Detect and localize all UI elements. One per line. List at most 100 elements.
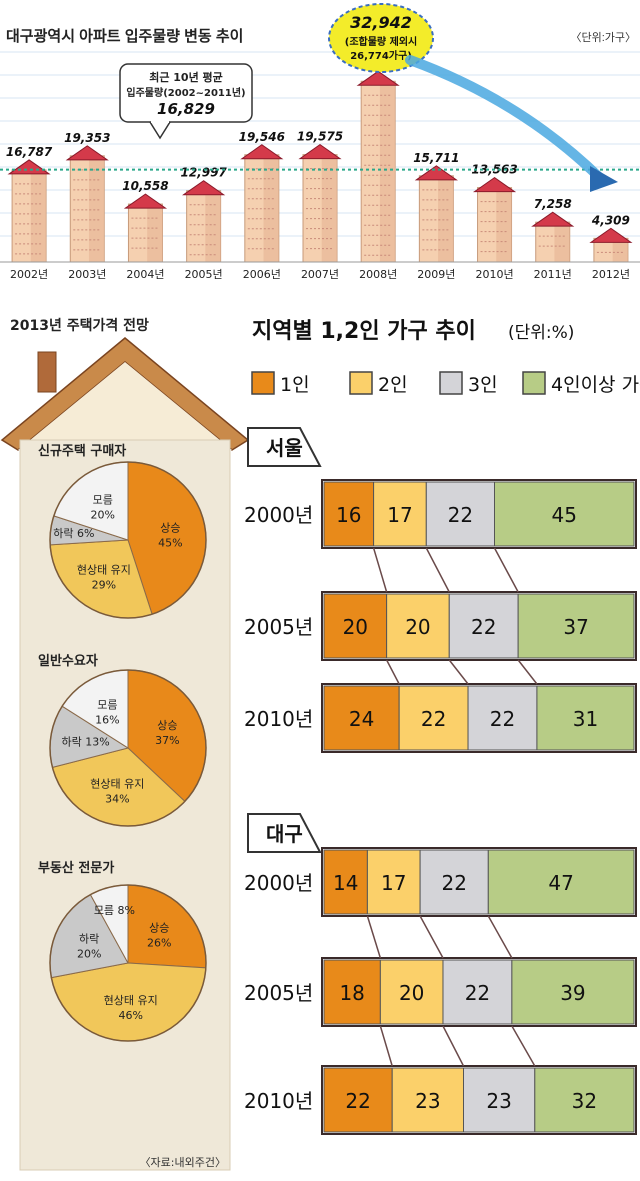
segment-value: 18 <box>339 981 364 1005</box>
connector-line <box>448 659 469 685</box>
connector-line <box>385 659 400 685</box>
stacked-bar-segment <box>398 685 469 751</box>
building-bar <box>356 70 400 263</box>
x-tick-label: 2007년 <box>301 268 339 281</box>
x-tick-label: 2005년 <box>185 268 223 281</box>
stacked-bar-segment <box>463 1067 536 1133</box>
building-bar <box>298 144 342 263</box>
building-bar <box>589 227 633 263</box>
segment-value: 31 <box>573 707 598 731</box>
segment-value: 22 <box>465 981 490 1005</box>
segment-value: 22 <box>471 615 496 639</box>
segment-value: 32 <box>572 1089 597 1113</box>
household-chart: 지역별 1,2인 가구 추이 (단위:%) 1인 2인 3인 4인이상 가구 서울 20… <box>244 319 640 1135</box>
pie-slice-value: 34% <box>105 793 129 806</box>
segment-value: 47 <box>548 871 573 895</box>
connector-line <box>372 547 388 593</box>
bar-value-label: 19,353 <box>64 131 110 145</box>
stacked-bar-segment <box>487 849 635 915</box>
legend-label: 3인 <box>468 374 498 396</box>
bar-value-label: 10,558 <box>122 179 168 193</box>
segment-value: 16 <box>336 503 361 527</box>
bar-value-label: 19,575 <box>297 130 343 144</box>
x-tick-label: 2010년 <box>475 268 513 281</box>
x-tick-label: 2011년 <box>534 268 572 281</box>
building-bar <box>414 165 458 263</box>
segment-value: 39 <box>560 981 585 1005</box>
stacked-bar-segment <box>323 593 388 659</box>
x-tick-label: 2008년 <box>359 268 397 281</box>
household-chart-title: 지역별 1,2인 가구 추이 <box>252 319 476 344</box>
pie-slice-value: 46% <box>118 1009 142 1022</box>
average-callout-line2: 입주물량(2002~2011년) <box>126 86 245 99</box>
pie-slice-value: 20% <box>77 948 101 961</box>
connector-line <box>517 659 538 685</box>
connector-line <box>493 547 519 593</box>
bar-value-label: 19,546 <box>239 130 285 144</box>
legend-label: 2인 <box>378 374 408 396</box>
region-tab <box>247 427 322 467</box>
pie-slice-label: 하락 6% <box>53 526 94 540</box>
stacked-bar-segment <box>517 593 635 659</box>
highlight-value: 32,942 <box>350 13 412 32</box>
segment-value: 20 <box>405 615 430 639</box>
segment-value: 24 <box>349 707 374 731</box>
pie-slice-label: 상승 <box>149 922 169 935</box>
x-tick-label: 2006년 <box>243 268 281 281</box>
segment-value: 22 <box>441 871 466 895</box>
stacked-bar-segment <box>419 849 489 915</box>
average-callout: 최근 10년 평균 입주물량(2002~2011년) 16,829 <box>119 63 253 140</box>
stacked-bar-segment <box>467 685 538 751</box>
connector-line <box>511 1025 536 1067</box>
stacked-bar-segment <box>425 481 495 547</box>
connector-line <box>425 547 450 593</box>
pie-slice-label: 현상태 유지 <box>77 563 131 576</box>
supply-chart-unit: 〈단위:가구〉 <box>570 31 636 44</box>
x-tick-label: 2003년 <box>68 268 106 281</box>
supply-chart: 대구광역시 아파트 입주물량 변동 추이 〈단위:가구〉 16,787 19,35… <box>0 0 640 290</box>
connector-line <box>379 1025 393 1067</box>
year-label: 2005년 <box>244 615 313 639</box>
building-bar <box>472 176 517 263</box>
year-label: 2000년 <box>244 871 313 895</box>
bar-value-label: 12,997 <box>180 166 227 180</box>
region-label: 대구 <box>266 822 303 846</box>
building-bar <box>123 193 168 263</box>
year-label: 2010년 <box>244 707 313 731</box>
legend-label: 1인 <box>280 374 310 396</box>
bar-value-label: 7,258 <box>534 197 572 211</box>
highlight-line2: 26,774가구) <box>350 49 412 62</box>
building-bar <box>531 211 575 263</box>
year-label: 2010년 <box>244 1089 313 1113</box>
segment-value: 20 <box>399 981 424 1005</box>
bar-value-label: 4,309 <box>591 213 630 227</box>
segment-value: 37 <box>563 615 588 639</box>
stacked-bar-segment <box>373 481 427 547</box>
highlight-callout: 32,942 (조합물량 제외시 26,774가구) <box>328 3 434 73</box>
connector-line <box>442 1025 465 1067</box>
legend-swatch <box>349 371 373 395</box>
region-label: 서울 <box>266 436 303 460</box>
building-bar <box>7 159 51 263</box>
x-tick-label: 2009년 <box>417 268 455 281</box>
stacked-bar-segment <box>323 959 381 1025</box>
house-roof-icon <box>0 337 250 451</box>
pie-slice-value: 45% <box>158 536 182 549</box>
year-label: 2005년 <box>244 981 313 1005</box>
pie-slice-label: 하락 13% <box>62 734 110 748</box>
stacked-bar-segment <box>511 959 635 1025</box>
pie-slice-label: 모름 <box>97 698 117 711</box>
x-tick-label: 2012년 <box>592 268 630 281</box>
segment-value: 23 <box>415 1089 440 1113</box>
stacked-bar-segment <box>323 1067 393 1133</box>
x-tick-label: 2002년 <box>10 268 48 281</box>
year-label: 2000년 <box>244 503 313 527</box>
segment-value: 22 <box>448 503 473 527</box>
connector-line <box>487 915 513 959</box>
pie-slice-label: 현상태 유지 <box>90 778 144 791</box>
price-outlook-title: 2013년 주택가격 전망 <box>10 317 149 334</box>
household-chart-unit: (단위:%) <box>508 323 574 343</box>
pie-slice-label: 상승 <box>160 521 180 534</box>
building-bar <box>65 145 109 263</box>
pie-slice-value: 29% <box>92 578 116 591</box>
